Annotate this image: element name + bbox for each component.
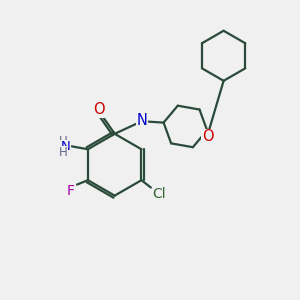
Text: H: H	[58, 134, 67, 148]
Text: F: F	[66, 184, 74, 198]
Text: O: O	[93, 102, 104, 117]
Text: Cl: Cl	[152, 187, 166, 201]
Text: N: N	[61, 140, 71, 153]
Text: H: H	[58, 146, 67, 159]
Text: N: N	[136, 113, 147, 128]
Text: O: O	[202, 129, 214, 144]
